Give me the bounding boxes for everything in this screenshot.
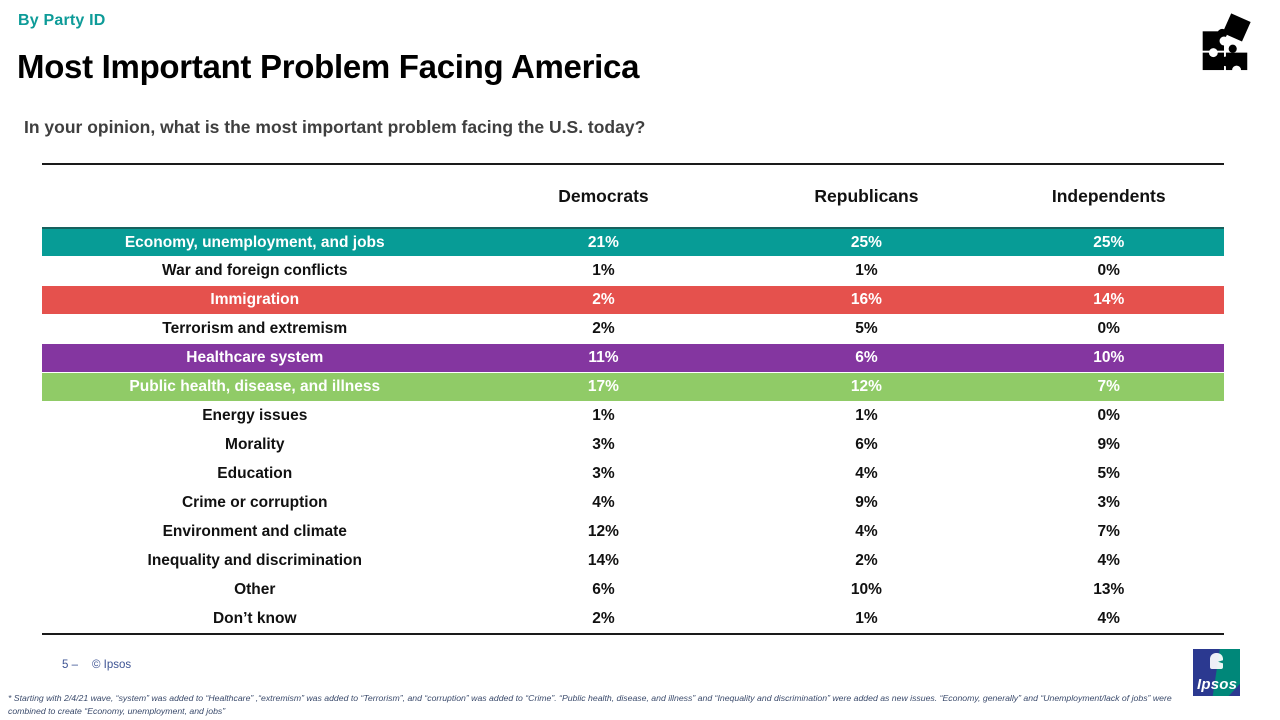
- table-bottom-rule: [42, 633, 1224, 635]
- row-label: Environment and climate: [162, 522, 347, 540]
- row-value: 1%: [855, 609, 878, 627]
- table-row: Public health, disease, and illness 17% 12…: [42, 372, 1224, 401]
- table-row: Other 6% 10% 13%: [42, 575, 1224, 604]
- survey-question: In your opinion, what is the most import…: [24, 117, 646, 137]
- table-row: Economy, unemployment, and jobs 21% 25% 25%: [42, 227, 1224, 256]
- row-value: 4%: [855, 522, 878, 540]
- row-value: 16%: [850, 291, 882, 308]
- row-value: 21%: [587, 233, 619, 251]
- row-value: 1%: [592, 406, 615, 424]
- row-value: 25%: [1093, 233, 1125, 251]
- row-value: 0%: [1097, 319, 1120, 337]
- row-value: 2%: [855, 551, 878, 569]
- table-row: Inequality and discrimination 14% 2% 4%: [42, 546, 1224, 575]
- row-value: 2%: [592, 609, 615, 627]
- row-value: 1%: [592, 261, 615, 279]
- row-label: Public health, disease, and illness: [129, 378, 381, 395]
- copyright: © Ipsos: [92, 659, 132, 671]
- row-label: War and foreign conflicts: [162, 261, 348, 279]
- table-row: Crime or corruption 4% 9% 3%: [42, 488, 1224, 517]
- row-value: 9%: [1097, 435, 1120, 453]
- table-body: Economy, unemployment, and jobs 21% 25% 25%…: [42, 227, 1224, 633]
- row-value: 5%: [855, 319, 878, 337]
- row-value: 4%: [855, 464, 878, 482]
- table-top-rule: [42, 163, 1224, 165]
- footnote-line-2: combined to create “Economy, unemploymen…: [8, 705, 226, 716]
- row-value: 2%: [592, 319, 615, 337]
- row-value: 14%: [1093, 291, 1125, 308]
- row-label: Healthcare system: [186, 349, 324, 366]
- results-table: Democrats Republicans Independents Econo…: [42, 163, 1224, 635]
- table-row: Education 3% 4% 5%: [42, 459, 1224, 488]
- page-title: Most Important Problem Facing America: [17, 48, 640, 85]
- puzzle-icon: [1193, 10, 1255, 75]
- row-label: Energy issues: [202, 406, 308, 424]
- row-value: 6%: [592, 580, 615, 598]
- table-row: Energy issues 1% 1% 0%: [42, 401, 1224, 430]
- row-value: 14%: [587, 551, 619, 569]
- row-value: 6%: [855, 349, 878, 366]
- table-header-row: Democrats Republicans Independents: [42, 165, 1224, 227]
- row-value: 12%: [850, 378, 882, 395]
- ipsos-logo-wordmark: Ipsos: [1197, 676, 1238, 693]
- ipsos-logo-face-icon: [1210, 653, 1223, 669]
- ipsos-logo: Ipsos: [1193, 649, 1240, 696]
- row-value: 3%: [592, 435, 615, 453]
- column-header-republicans: Republicans: [814, 185, 919, 206]
- footnote-line-1: * Starting with 2/4/21 wave, “system” wa…: [8, 693, 1172, 703]
- table-row: Healthcare system 11% 6% 10%: [42, 343, 1224, 372]
- row-value: 0%: [1097, 261, 1120, 279]
- table-row: Morality 3% 6% 9%: [42, 430, 1224, 459]
- row-value: 13%: [1093, 580, 1125, 598]
- row-label: Morality: [225, 435, 285, 453]
- row-label: Terrorism and extremism: [162, 319, 348, 337]
- column-header-democrats: Democrats: [558, 185, 649, 206]
- row-label: Don’t know: [212, 609, 297, 627]
- row-value: 0%: [1097, 406, 1120, 424]
- row-value: 2%: [592, 291, 615, 308]
- table-row: Immigration 2% 16% 14%: [42, 285, 1224, 314]
- row-value: 1%: [855, 261, 878, 279]
- slide-footer: 5 – © Ipsos: [62, 659, 131, 671]
- row-label: Other: [234, 580, 276, 598]
- page-number: 5 –: [62, 659, 78, 671]
- row-value: 9%: [855, 493, 878, 511]
- row-label: Crime or corruption: [181, 493, 328, 511]
- row-value: 12%: [587, 522, 619, 540]
- row-value: 11%: [588, 349, 619, 366]
- column-header-independents: Independents: [1051, 185, 1166, 206]
- footnote: * Starting with 2/4/21 wave, “system” wa…: [8, 692, 1188, 717]
- row-label: Economy, unemployment, and jobs: [124, 233, 385, 251]
- row-value: 25%: [850, 233, 882, 251]
- row-value: 3%: [592, 464, 615, 482]
- row-value: 4%: [1097, 609, 1120, 627]
- row-value: 5%: [1097, 464, 1120, 482]
- row-value: 1%: [855, 406, 878, 424]
- table-row: Don’t know 2% 1% 4%: [42, 604, 1224, 633]
- table-row: Environment and climate 12% 4% 7%: [42, 517, 1224, 546]
- table-row: Terrorism and extremism 2% 5% 0%: [42, 314, 1224, 343]
- row-label: Immigration: [210, 291, 300, 308]
- row-value: 4%: [592, 493, 615, 511]
- row-value: 4%: [1097, 551, 1120, 569]
- row-value: 7%: [1097, 378, 1120, 395]
- slide-kicker: By Party ID: [18, 12, 106, 29]
- row-label: Inequality and discrimination: [147, 551, 362, 569]
- row-value: 10%: [1093, 349, 1125, 366]
- row-value: 10%: [850, 580, 882, 598]
- table-row: War and foreign conflicts 1% 1% 0%: [42, 256, 1224, 285]
- row-value: 17%: [587, 378, 619, 395]
- row-label: Education: [217, 464, 293, 482]
- row-value: 6%: [855, 435, 878, 453]
- row-value: 7%: [1097, 522, 1120, 540]
- row-value: 3%: [1097, 493, 1120, 511]
